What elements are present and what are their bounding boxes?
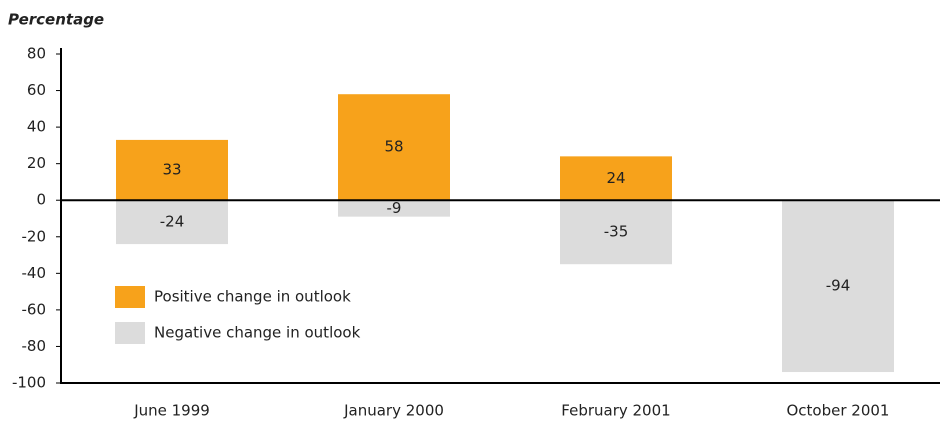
y-tick-label: -80 [22,337,47,355]
data-label: -94 [826,277,851,295]
data-label: -35 [604,223,629,241]
y-tick-label: -100 [12,374,46,392]
y-tick-label: 0 [36,191,46,209]
data-label: 58 [384,138,403,156]
y-tick-label: -60 [22,300,47,318]
bar [782,200,894,373]
data-label: 33 [162,161,181,179]
y-tick-label: 40 [27,118,46,136]
bar [116,139,228,201]
bar [560,200,672,265]
bar [116,200,228,245]
x-tick-label: October 2001 [787,402,890,420]
legend-label: Positive change in outlook [154,288,351,306]
legend-swatch [115,286,145,308]
bar [338,94,450,201]
x-tick-label: February 2001 [561,402,670,420]
data-label: 24 [606,169,625,187]
bar [560,156,672,201]
x-tick-label: June 1999 [133,402,210,420]
y-tick-label: 60 [27,81,46,99]
x-tick-label: January 2000 [343,402,444,420]
y-tick-label: 20 [27,154,46,172]
data-label: -24 [160,213,185,231]
bar [338,200,450,217]
y-tick-label: -40 [22,264,47,282]
y-axis-label: Percentage [8,11,104,29]
data-label: -9 [387,199,402,217]
legend-label: Negative change in outlook [154,324,361,342]
y-tick-label: 80 [27,45,46,63]
legend-swatch [115,322,145,344]
y-tick-label: -20 [22,227,47,245]
